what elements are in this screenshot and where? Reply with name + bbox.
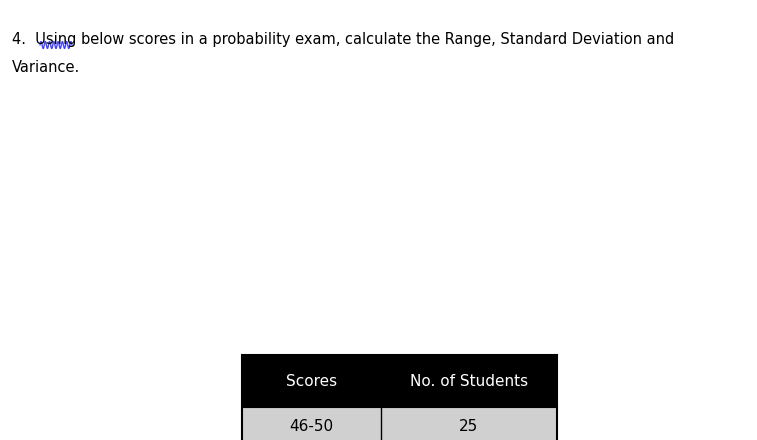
Text: 4.  Using below scores in a probability exam, calculate the Range, Standard Devi: 4. Using below scores in a probability e…: [12, 32, 674, 47]
Text: 25: 25: [459, 418, 478, 433]
Bar: [242, 407, 381, 440]
Bar: [381, 407, 557, 440]
Text: 46-50: 46-50: [289, 418, 333, 433]
Text: No. of Students: No. of Students: [410, 374, 528, 389]
Bar: [242, 355, 557, 440]
Text: Variance.: Variance.: [12, 60, 80, 75]
Text: Scores: Scores: [285, 374, 337, 389]
Bar: [242, 355, 557, 407]
